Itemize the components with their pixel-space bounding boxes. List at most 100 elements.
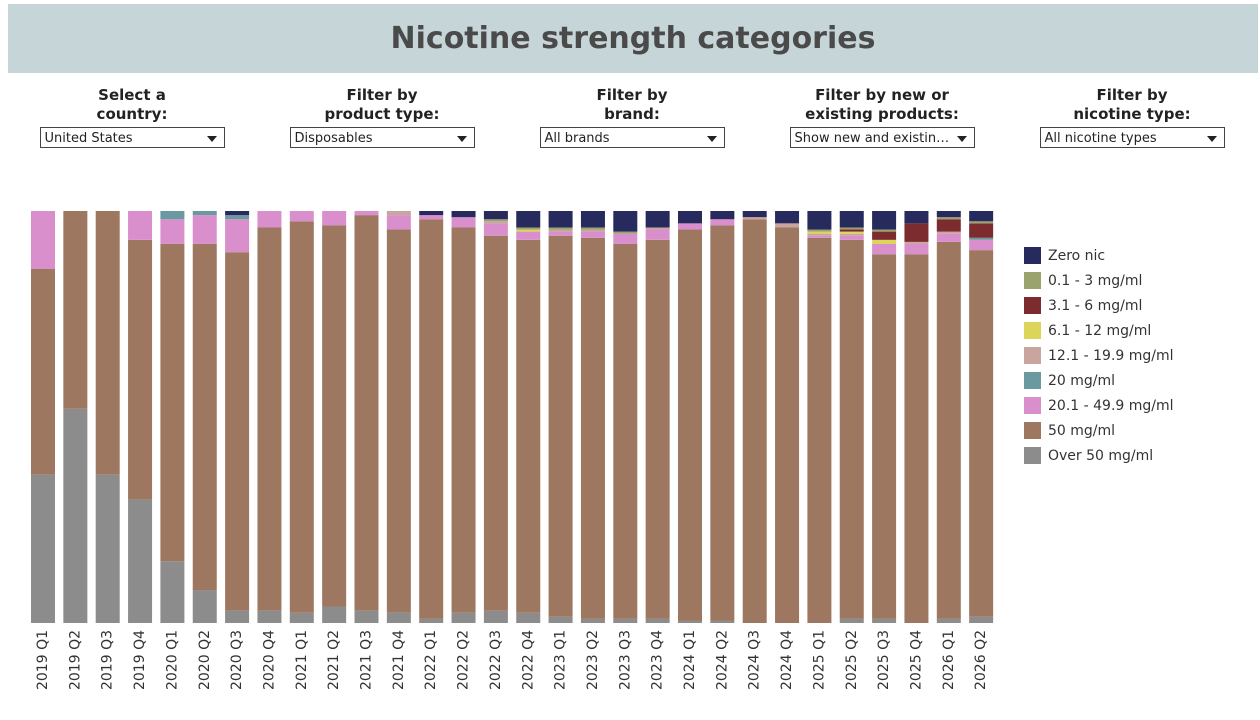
filter-label: Filter by brand: <box>596 86 668 123</box>
bar-segment <box>419 618 444 623</box>
bar-segment <box>483 211 508 220</box>
bar-segment <box>289 612 314 623</box>
bar-segment <box>225 252 250 611</box>
bar-segment <box>936 233 961 242</box>
bar-segment <box>710 225 735 621</box>
bar-segment <box>225 215 250 220</box>
bar-segment <box>160 561 185 623</box>
x-tick-label: 2021 Q2 <box>326 630 342 690</box>
bar-segment <box>257 227 282 611</box>
bar-segment <box>483 221 508 224</box>
bar-segment <box>548 616 573 623</box>
filter: Filter by nicotine type: All nicotine typ… <box>1007 86 1257 148</box>
bar-segment <box>839 233 864 236</box>
bar-segment <box>839 227 864 230</box>
bar-segment <box>904 223 929 242</box>
dropdown[interactable]: All brands <box>539 127 725 148</box>
bar-segment <box>904 254 929 623</box>
x-tick-label: 2022 Q1 <box>423 630 439 690</box>
bar-segment <box>872 239 897 244</box>
bar-segment <box>839 211 864 228</box>
x-tick-label: 2023 Q3 <box>617 630 633 690</box>
bar-segment <box>322 225 347 607</box>
dropdown[interactable]: All nicotine types <box>1039 127 1225 148</box>
bar-segment <box>969 250 994 617</box>
bar-segment <box>678 223 702 230</box>
bar-segment <box>483 219 508 222</box>
x-tick-label: 2022 Q4 <box>520 630 536 690</box>
filter-label: Select a country: <box>96 86 168 123</box>
x-tick-label: 2026 Q2 <box>973 630 989 690</box>
bar-segment <box>483 610 508 623</box>
page-title: Nicotine strength categories <box>390 21 876 56</box>
legend-swatch <box>1024 247 1041 264</box>
bar-segment <box>872 243 897 255</box>
bar-segment <box>678 229 702 621</box>
x-tick-label: 2023 Q1 <box>553 630 569 690</box>
bar-segment <box>516 231 541 240</box>
bar-segment <box>580 618 605 623</box>
bar-segment <box>516 227 541 230</box>
x-tick-label: 2023 Q4 <box>650 630 666 690</box>
bar-segment <box>419 211 444 216</box>
filter: Select a country: United States <box>7 86 257 148</box>
bar-segment <box>613 211 638 232</box>
bar-segment <box>969 237 994 240</box>
bar-segment <box>969 223 994 238</box>
bar-segment <box>872 254 897 619</box>
bar-segment <box>257 610 282 623</box>
bar-segment <box>516 211 541 228</box>
bar-segment <box>225 219 250 253</box>
legend-label: 50 mg/ml <box>1048 423 1115 439</box>
bar-segment <box>969 211 994 222</box>
bar-segment <box>451 217 476 228</box>
x-tick-label: 2024 Q4 <box>779 630 795 690</box>
bar-segment <box>613 618 638 623</box>
bar-segment <box>451 612 476 623</box>
bar-segment <box>839 235 864 240</box>
bar-segment <box>742 211 767 218</box>
bar-segment <box>483 235 508 611</box>
bar-segment <box>872 211 897 230</box>
dropdown[interactable]: Disposables <box>289 127 475 148</box>
bar-segment <box>936 618 961 623</box>
bar-segment <box>678 211 702 224</box>
bar-segment <box>839 618 864 623</box>
bar-segment <box>969 221 994 224</box>
bar-segment <box>645 227 670 230</box>
bar-segment <box>516 229 541 232</box>
bar-segment <box>936 241 961 619</box>
x-tick-label: 2020 Q3 <box>229 630 245 690</box>
bar-segment <box>128 239 153 500</box>
bar-segment <box>936 231 961 234</box>
bar-segment <box>516 612 541 623</box>
bar-segment <box>354 215 379 611</box>
filter: Filter by product type: Disposables <box>257 86 507 148</box>
bar-segment <box>678 620 702 623</box>
bar-segment <box>807 235 832 238</box>
dropdown[interactable]: Show new and existin… <box>789 127 975 148</box>
dropdown[interactable]: United States <box>39 127 225 148</box>
bar-segment <box>613 243 638 619</box>
legend-label: 12.1 - 19.9 mg/ml <box>1048 348 1174 364</box>
bar-segment <box>289 221 314 613</box>
x-tick-label: 2026 Q1 <box>941 630 957 690</box>
bar-segment <box>775 227 800 624</box>
bar-segment <box>710 211 735 220</box>
filter-label: Filter by new or existing products: <box>805 86 959 123</box>
x-tick-label: 2019 Q2 <box>67 630 83 690</box>
bar-segment <box>95 474 120 623</box>
legend-swatch <box>1024 272 1041 289</box>
bar-segment <box>710 219 735 226</box>
legend-label: Zero nic <box>1048 248 1105 264</box>
header: Nicotine strength categories <box>8 4 1258 73</box>
bar-segment <box>580 229 605 232</box>
bar-segment <box>128 211 153 240</box>
x-tick-label: 2025 Q3 <box>876 630 892 690</box>
filter-label: Filter by nicotine type: <box>1073 86 1191 123</box>
legend-swatch <box>1024 322 1041 339</box>
bar-segment <box>807 229 832 232</box>
x-tick-label: 2021 Q4 <box>391 630 407 690</box>
